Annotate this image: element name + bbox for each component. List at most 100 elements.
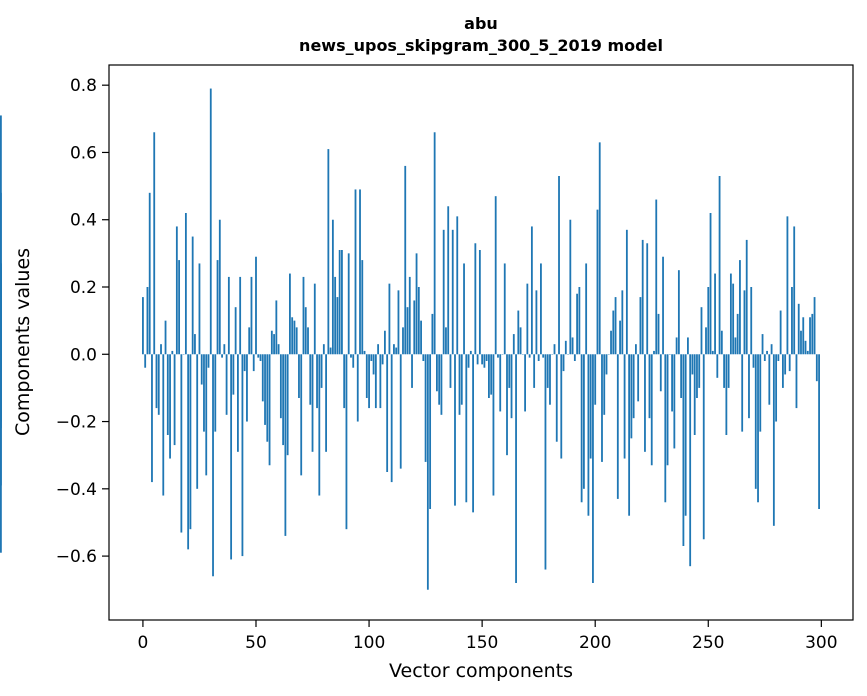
bar: [383, 330, 386, 355]
bar: [395, 347, 398, 355]
bar: [684, 354, 687, 516]
bar: [166, 354, 169, 435]
bar: [234, 307, 237, 355]
bar: [420, 320, 422, 355]
bar: [169, 354, 171, 459]
bar: [784, 354, 787, 375]
bar: [436, 354, 438, 392]
y-tick-label: 0.6: [70, 143, 97, 163]
bar: [494, 196, 497, 355]
bar: [560, 354, 563, 459]
bar: [454, 354, 456, 506]
bar: [142, 297, 144, 355]
bar: [653, 350, 655, 355]
bar: [336, 297, 339, 355]
bar: [0, 263, 2, 355]
y-axis-label: Components values: [12, 248, 34, 436]
bar: [723, 354, 726, 388]
bar: [813, 297, 816, 355]
bar: [469, 350, 472, 355]
bar: [786, 216, 789, 355]
bar: [639, 297, 642, 355]
bar: [447, 206, 450, 355]
bar: [433, 132, 436, 355]
x-tick-label: 300: [805, 633, 837, 653]
bar: [530, 226, 533, 355]
bar: [194, 334, 196, 355]
bar: [209, 88, 212, 355]
bar: [497, 354, 499, 358]
bar: [248, 327, 251, 355]
bar: [637, 354, 640, 402]
bar: [266, 354, 269, 442]
bar: [610, 330, 612, 355]
bar: [734, 337, 737, 355]
y-tick-label: −0.4: [56, 480, 97, 500]
bar: [481, 354, 484, 365]
bar: [702, 354, 705, 540]
bar: [619, 320, 621, 355]
bar: [250, 276, 253, 355]
bar: [800, 330, 802, 355]
bar: [327, 149, 330, 355]
bar: [408, 276, 411, 355]
bar: [397, 290, 400, 355]
bar: [791, 287, 793, 355]
bar: [623, 354, 626, 459]
bar: [203, 354, 205, 432]
bar: [440, 354, 443, 415]
bar: [148, 192, 151, 355]
bar: [227, 276, 230, 355]
bar: [655, 199, 658, 355]
chart-title: abu: [464, 14, 498, 33]
bar: [442, 229, 445, 355]
bar: [576, 293, 579, 355]
bar: [759, 354, 762, 432]
bar: [399, 354, 402, 469]
bar: [707, 287, 710, 355]
bar: [255, 256, 257, 355]
bar: [221, 354, 223, 358]
y-tick-label: 0.8: [70, 76, 97, 96]
bar: [155, 354, 158, 409]
bar: [343, 354, 346, 409]
bar: [589, 354, 592, 459]
bar: [284, 354, 287, 536]
x-axis-ticks: 0 50 100 150 200 250 300: [138, 620, 838, 653]
bar: [313, 283, 316, 355]
bar: [293, 320, 296, 355]
bar: [628, 354, 631, 516]
bar: [379, 354, 382, 409]
x-tick-label: 100: [353, 633, 385, 653]
bar: [754, 354, 757, 489]
bar: [549, 354, 551, 405]
bar: [350, 354, 352, 358]
y-tick-label: 0.2: [70, 278, 97, 298]
bar: [739, 260, 741, 355]
bar: [184, 213, 187, 355]
bar: [239, 276, 242, 355]
bar: [781, 354, 784, 388]
bar: [727, 354, 730, 388]
bar: [307, 327, 309, 355]
bar: [406, 307, 409, 355]
bar: [331, 219, 334, 355]
bar: [648, 354, 651, 419]
x-tick-label: 0: [138, 633, 149, 653]
bar: [413, 300, 416, 355]
bar: [630, 354, 633, 439]
bar: [189, 354, 192, 530]
x-tick-label: 50: [245, 633, 267, 653]
bar: [714, 273, 716, 355]
bar: [309, 354, 312, 405]
bar: [766, 350, 768, 355]
bar: [429, 354, 432, 509]
y-tick-label: 0.4: [70, 211, 97, 231]
bar: [361, 260, 364, 355]
bar: [476, 354, 479, 365]
bar: [569, 219, 572, 355]
bar: [562, 354, 565, 372]
bar: [741, 354, 744, 432]
x-tick-label: 200: [579, 633, 611, 653]
bar: [273, 334, 275, 355]
